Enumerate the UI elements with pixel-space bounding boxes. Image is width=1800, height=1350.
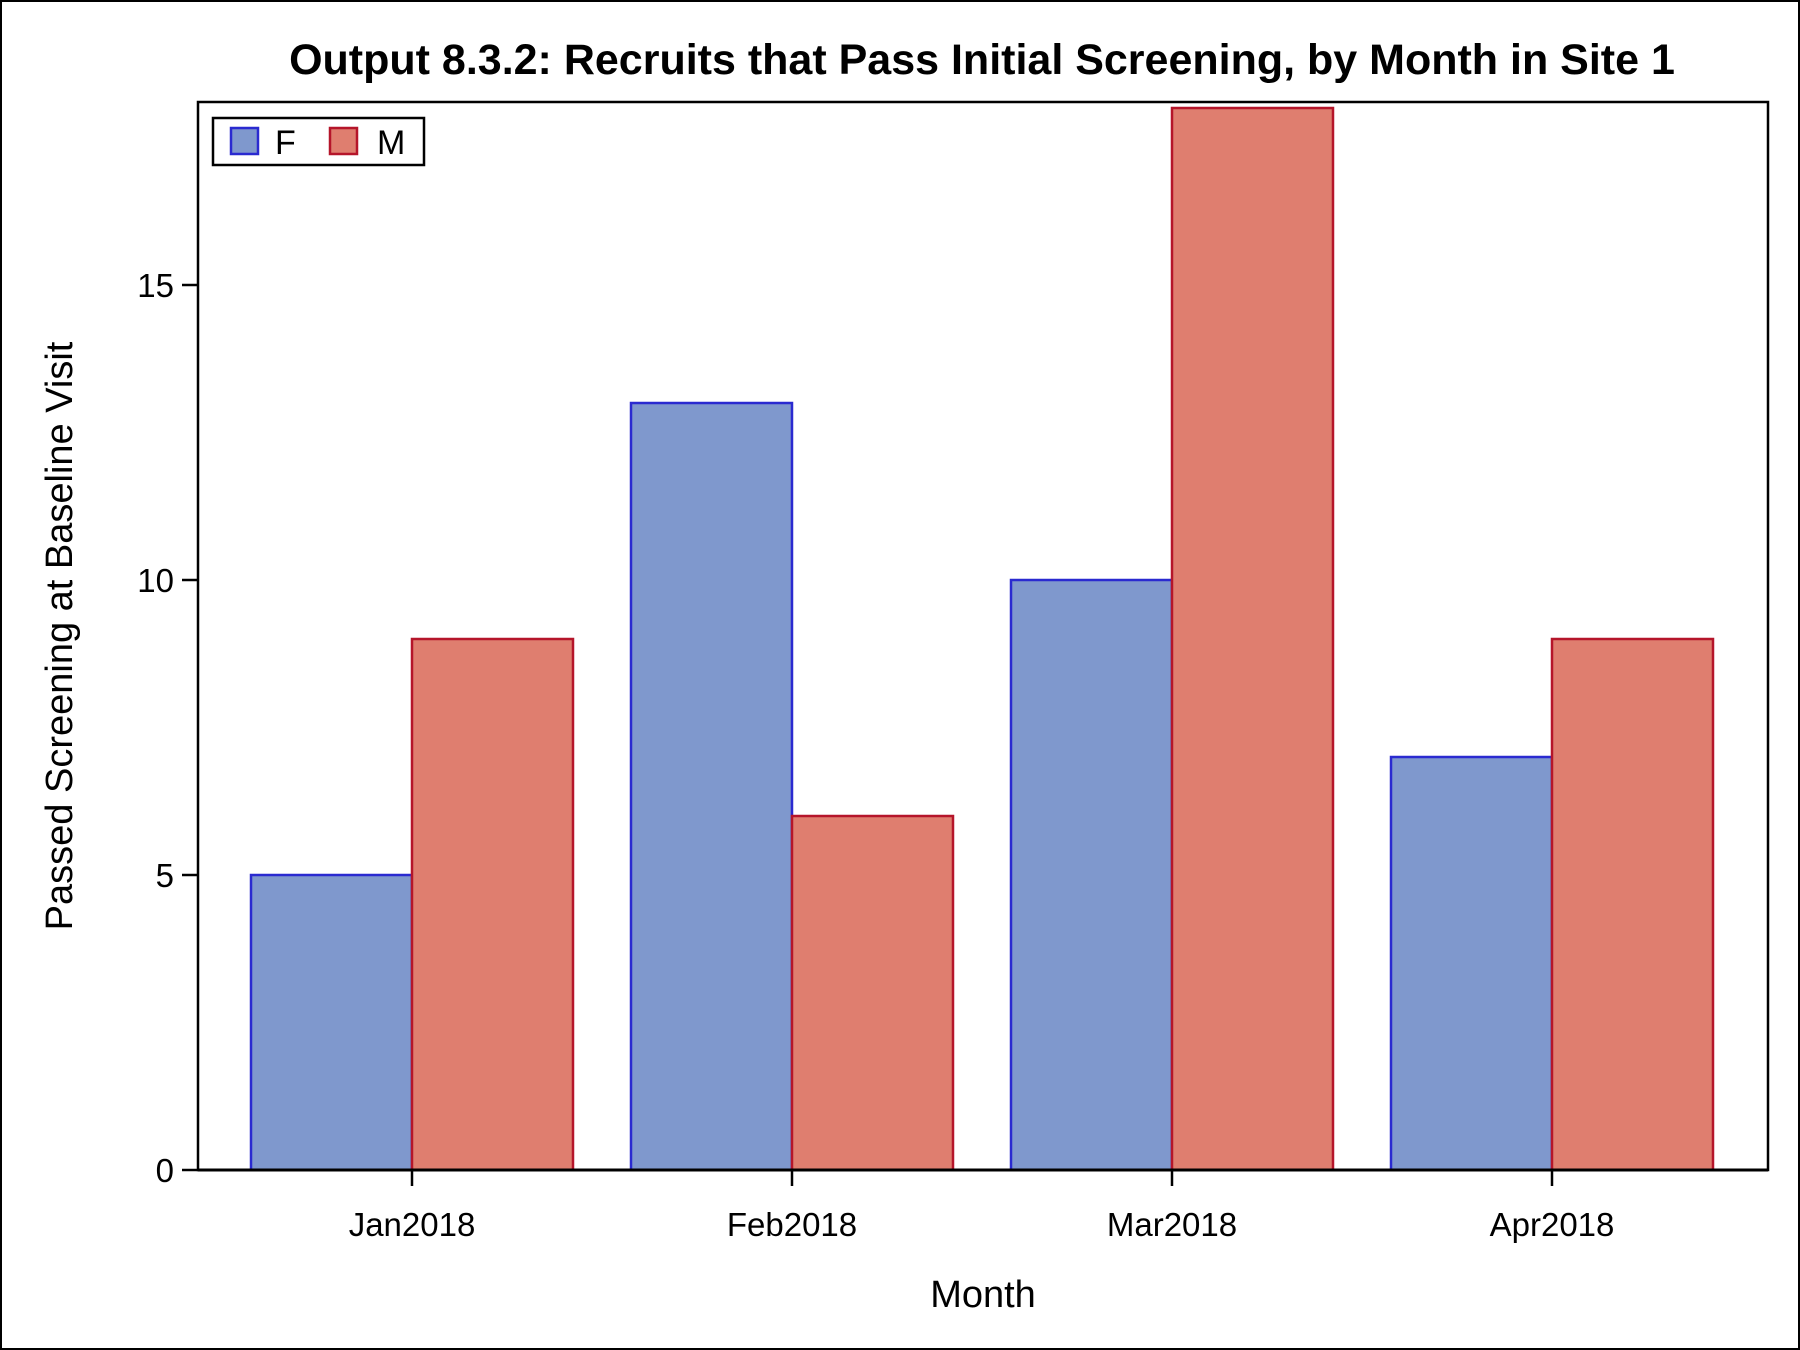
bar-m-jan2018 <box>410 637 575 1172</box>
x-axis: Jan2018 Feb2018 Mar2018 Apr2018 <box>349 1170 1615 1243</box>
bar-m-feb2018 <box>790 814 955 1172</box>
chart-title: Output 8.3.2: Recruits that Pass Initial… <box>289 36 1675 84</box>
legend-label-m: M <box>377 124 405 162</box>
y-tick-label-5: 5 <box>156 857 174 894</box>
legend-label-f: F <box>275 124 296 162</box>
x-axis-title: Month <box>930 1274 1036 1316</box>
bar-m-mar2018 <box>1170 106 1335 1172</box>
bar-f-feb2018 <box>629 401 794 1172</box>
bar-f-apr2018 <box>1389 755 1554 1172</box>
bars-layer <box>249 106 1715 1172</box>
y-axis-title: Passed Screening at Baseline Visit <box>39 341 81 930</box>
y-tick-label-0: 0 <box>156 1152 174 1189</box>
x-tick-label-jan2018: Jan2018 <box>349 1206 476 1243</box>
legend: F M <box>211 116 426 167</box>
legend-swatch-f <box>229 126 260 156</box>
bar-f-jan2018 <box>249 873 414 1172</box>
legend-swatch-m <box>328 126 359 156</box>
legend-box <box>211 116 426 167</box>
x-tick-label-feb2018: Feb2018 <box>727 1206 857 1243</box>
x-tick-label-apr2018: Apr2018 <box>1490 1206 1615 1243</box>
bar-m-apr2018 <box>1550 637 1715 1172</box>
y-axis: 0 5 10 15 <box>137 267 198 1189</box>
y-tick-label-10: 10 <box>137 562 174 599</box>
x-tick-label-mar2018: Mar2018 <box>1107 1206 1237 1243</box>
y-tick-label-15: 15 <box>137 267 174 304</box>
bar-f-mar2018 <box>1009 578 1174 1172</box>
